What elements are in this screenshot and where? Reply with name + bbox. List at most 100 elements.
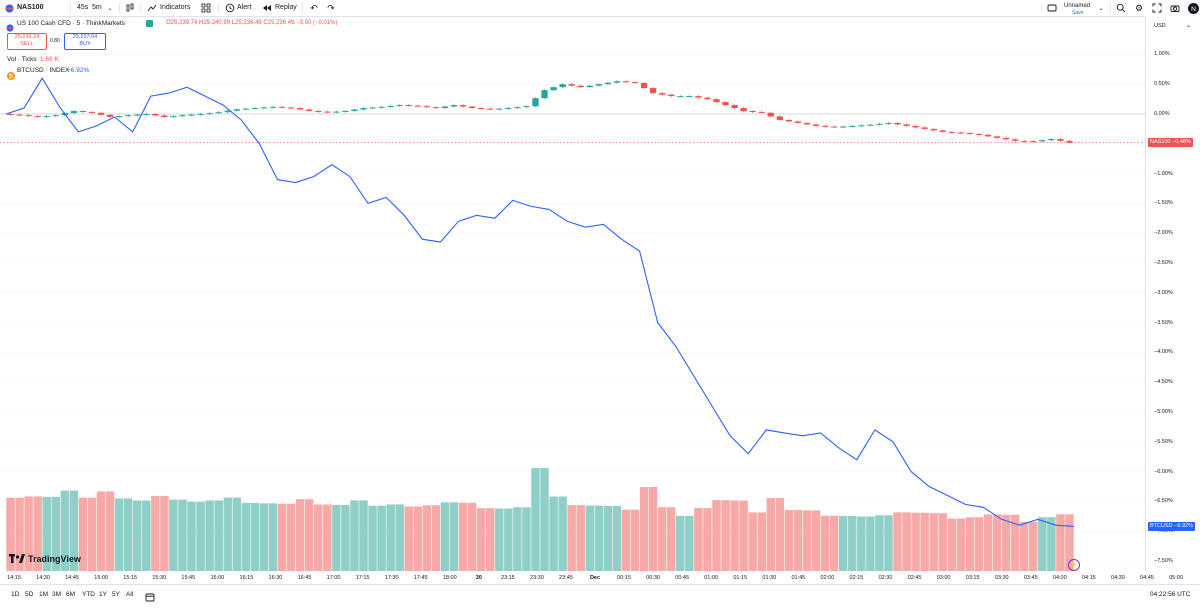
chevron-down-icon[interactable]: ⌄: [107, 5, 113, 12]
volume-bar: [96, 491, 106, 571]
replay-icon[interactable]: [261, 2, 273, 14]
chart-title[interactable]: US 100 Cash CFD · 5 · ThinkMarkets: [17, 20, 125, 27]
tradingview-logo-icon: [9, 554, 25, 563]
y-tick-label: 0.50%: [1154, 81, 1170, 88]
interval-45s-button[interactable]: 45s: [77, 4, 89, 11]
x-tick-label: 02:30: [878, 575, 893, 581]
indicators-icon[interactable]: [146, 2, 158, 14]
replay-button[interactable]: Replay: [275, 4, 297, 11]
tradingview-logo[interactable]: TradingView: [9, 554, 81, 564]
volume-bar: [947, 518, 957, 571]
volume-bar: [332, 504, 341, 571]
y-tick-label: −5.50%: [1154, 438, 1173, 445]
y-tick-label: −7.00%: [1154, 528, 1173, 535]
lightning-event-icon[interactable]: ⚡: [1068, 559, 1080, 571]
candle-body: [577, 85, 584, 88]
volume-bar: [6, 497, 15, 571]
volume-bar: [983, 514, 993, 571]
settings-gear-icon[interactable]: ⚙: [1134, 2, 1144, 13]
x-tick-label: 04:30: [1111, 575, 1125, 581]
volume-bar: [169, 499, 178, 571]
chart-canvas[interactable]: [0, 16, 1145, 571]
volume-bar: [504, 508, 513, 571]
candle-body: [441, 106, 449, 109]
range-button-all[interactable]: All: [126, 591, 134, 598]
chevron-down-icon[interactable]: ⌄: [1098, 5, 1104, 12]
range-button-1d[interactable]: 1D: [11, 591, 20, 598]
x-tick-label: 01:00: [704, 575, 719, 581]
range-button-6m[interactable]: 6M: [66, 591, 76, 598]
flag-icon: [6, 19, 14, 37]
sell-price: 25,236.24: [14, 34, 40, 40]
candles-icon[interactable]: [124, 2, 136, 14]
candle-body: [1057, 139, 1064, 141]
volume-bar: [1029, 521, 1038, 571]
candle-body: [197, 114, 204, 115]
y-tick-label: −2.50%: [1154, 260, 1173, 266]
y-tick-label: −6.00%: [1154, 468, 1173, 475]
candle-body: [849, 125, 856, 127]
volume-bar: [286, 503, 296, 571]
candle-body: [740, 108, 747, 112]
volume-bar: [51, 496, 61, 571]
undo-icon[interactable]: ↶: [310, 2, 318, 13]
btcusd-line: [5, 77, 1075, 527]
templates-grid-icon[interactable]: [200, 2, 212, 14]
candle-body: [360, 108, 367, 110]
divider: [140, 3, 141, 13]
layout-name-button[interactable]: Unnamed: [1064, 3, 1091, 9]
utc-clock[interactable]: 04:22:56 UTC: [1150, 591, 1191, 598]
candle-body: [351, 109, 358, 112]
range-button-1m[interactable]: 1M: [39, 591, 49, 598]
candle-body: [613, 81, 621, 83]
volume-bar: [178, 499, 187, 571]
camera-snapshot-icon[interactable]: [1169, 2, 1181, 14]
layout-save-status[interactable]: Save: [1072, 10, 1084, 16]
btcusd-legend-label[interactable]: BTCUSD · INDEX: [17, 67, 70, 74]
candle-body: [713, 99, 720, 103]
candle-body: [1012, 139, 1019, 141]
range-button-1y[interactable]: 1Y: [99, 591, 107, 598]
candle-body: [161, 115, 168, 117]
volume-bar: [857, 516, 866, 571]
volume-bar: [766, 498, 776, 571]
quick-search-icon[interactable]: [1115, 2, 1127, 14]
chevron-down-icon[interactable]: ⌄: [1186, 23, 1192, 29]
candle-body: [1066, 140, 1073, 143]
indicators-button[interactable]: Indicators: [160, 4, 191, 11]
price-scale[interactable]: [1145, 16, 1200, 571]
calendar-icon[interactable]: [145, 589, 155, 607]
volume-bar: [838, 516, 848, 571]
volume-bar: [241, 502, 251, 571]
publish-icon[interactable]: N: [1187, 2, 1199, 14]
volume-bar: [1038, 517, 1047, 571]
symbol-search-button[interactable]: NAS100: [17, 4, 44, 11]
volume-bar: [268, 503, 278, 571]
volume-bar: [105, 491, 115, 571]
volume-bar: [721, 500, 730, 571]
candle-body: [821, 125, 829, 127]
redo-icon[interactable]: ↷: [327, 2, 335, 13]
alert-clock-icon[interactable]: [224, 2, 236, 14]
candle-body: [206, 113, 213, 115]
range-button-ytd[interactable]: YTD: [82, 591, 95, 598]
range-button-5d[interactable]: 5D: [25, 591, 34, 598]
fullscreen-icon[interactable]: [1151, 2, 1163, 14]
volume-bar: [133, 500, 142, 571]
range-button-5y[interactable]: 5Y: [112, 591, 120, 598]
layout-icon[interactable]: [1046, 2, 1058, 14]
buy-button[interactable]: 25,237.04 BUY: [64, 33, 106, 50]
svg-text:₿: ₿: [9, 73, 13, 80]
x-tick-label: 16:45: [297, 575, 312, 581]
currency-label[interactable]: USD: [1154, 23, 1166, 29]
x-tick-label: 14:15: [7, 575, 21, 581]
range-button-3m[interactable]: 3M: [52, 591, 62, 598]
alert-button[interactable]: Alert: [237, 4, 252, 11]
volume-bar: [848, 516, 857, 571]
candle-body: [106, 114, 114, 117]
sell-button[interactable]: 25,236.24 SELL: [7, 33, 47, 50]
candle-body: [505, 108, 512, 110]
volume-legend-label[interactable]: Vol · Ticks: [7, 56, 37, 63]
volume-bar: [359, 500, 368, 571]
interval-5m-button[interactable]: 5m: [92, 4, 102, 11]
